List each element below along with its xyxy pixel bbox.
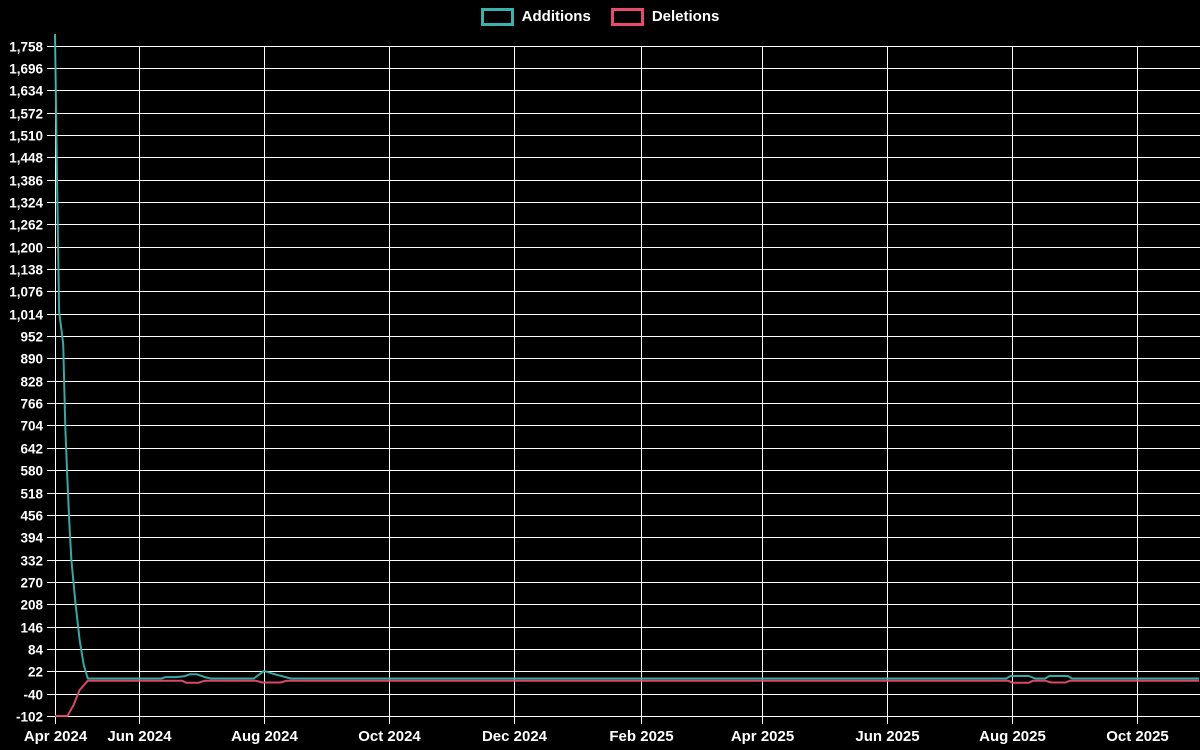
y-tick-label: 208	[20, 598, 43, 613]
y-tick-label: 146	[20, 621, 43, 636]
y-tick-label: 1,324	[9, 196, 43, 211]
y-tick-label: 1,448	[9, 151, 43, 166]
legend-item-additions[interactable]: Additions	[480, 8, 591, 26]
y-tick-label: 84	[28, 643, 44, 658]
x-tick-label: Oct 2025	[1106, 728, 1169, 745]
x-tick-label: Aug 2024	[231, 728, 298, 745]
y-tick-label: 518	[20, 487, 43, 502]
y-tick-label: -102	[16, 710, 43, 725]
y-tick-label: 1,510	[9, 129, 43, 144]
x-tick-label: Apr 2024	[24, 728, 88, 745]
x-tick-label: Oct 2024	[358, 728, 421, 745]
y-tick-label: 642	[20, 442, 43, 457]
y-tick-label: 1,386	[9, 174, 43, 189]
y-tick-label: 270	[20, 576, 43, 591]
y-tick-label: 1,076	[9, 285, 43, 300]
y-tick-label: 456	[20, 509, 43, 524]
x-tick-label: Dec 2024	[482, 728, 548, 745]
y-tick-label: 1,696	[9, 62, 43, 77]
legend-label-deletions: Deletions	[651, 8, 720, 25]
y-tick-label: 704	[20, 419, 43, 434]
deletions-swatch-icon	[610, 8, 644, 26]
y-tick-label: 952	[20, 330, 43, 345]
y-tick-label: 394	[20, 531, 43, 546]
y-tick-label: 1,262	[9, 218, 43, 233]
y-tick-label: 1,200	[9, 241, 43, 256]
y-tick-label: 1,572	[9, 107, 43, 122]
y-tick-label: 1,138	[9, 263, 43, 278]
x-tick-label: Jun 2025	[855, 728, 919, 745]
axis-labels: 1,758 1,696 1,634 1,572 1,510 1,448 1,386 1,324…	[9, 40, 1169, 746]
y-tick-label: 332	[20, 554, 43, 569]
y-tick-label: 1,014	[9, 308, 43, 323]
y-tick-label: 1,758	[9, 40, 43, 55]
y-tick-label: 1,634	[9, 84, 43, 99]
chart-legend: Additions Deletions	[0, 8, 1200, 26]
x-tick-label: Apr 2025	[731, 728, 794, 745]
x-tick-label: Feb 2025	[609, 728, 673, 745]
additions-line	[54, 33, 1199, 680]
y-tick-label: 890	[20, 352, 43, 367]
y-tick-label: -40	[23, 688, 43, 703]
legend-item-deletions[interactable]: Deletions	[610, 8, 720, 26]
y-tick-label: 828	[20, 375, 43, 390]
y-tick-label: 580	[20, 464, 43, 479]
y-tick-label: 22	[28, 665, 43, 680]
legend-label-additions: Additions	[521, 8, 591, 25]
x-tick-label: Aug 2025	[979, 728, 1046, 745]
x-tick-label: Jun 2024	[107, 728, 172, 745]
gridlines	[47, 46, 1200, 724]
additions-swatch-icon	[480, 8, 514, 26]
y-tick-label: 766	[20, 397, 43, 412]
deletions-line	[55, 679, 1199, 717]
